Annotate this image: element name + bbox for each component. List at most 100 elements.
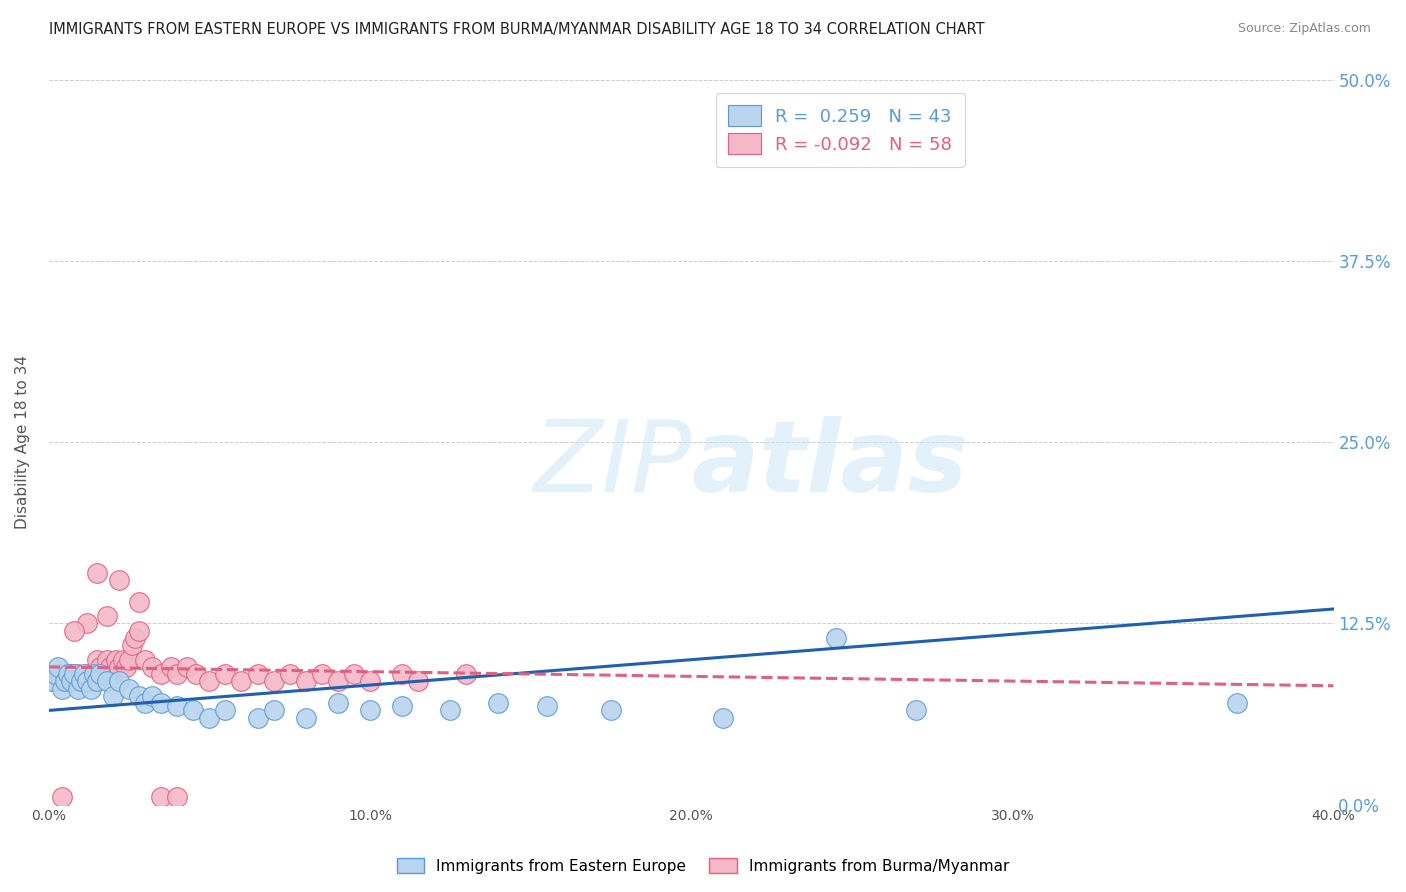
Point (114, 660, 136, 674)
Point (83, 667, 105, 681)
Point (73, 667, 96, 681)
Point (44, 667, 66, 681)
Point (824, 631, 846, 645)
Point (96, 609, 118, 624)
Point (456, 667, 478, 681)
Point (246, 711, 269, 725)
Point (128, 595, 150, 609)
Point (711, 711, 734, 725)
Point (53, 667, 76, 681)
Point (166, 667, 188, 681)
Point (150, 696, 173, 710)
Point (121, 638, 143, 652)
Text: IMMIGRANTS FROM EASTERN EUROPE VS IMMIGRANTS FROM BURMA/MYANMAR DISABILITY AGE 1: IMMIGRANTS FROM EASTERN EUROPE VS IMMIGR… (49, 22, 984, 37)
Point (311, 667, 333, 681)
Point (326, 674, 349, 689)
Point (60, 667, 83, 681)
Point (263, 703, 285, 717)
Point (111, 653, 134, 667)
Point (186, 667, 208, 681)
Point (128, 689, 150, 703)
Point (89, 660, 111, 674)
Point (166, 699, 188, 714)
Point (51, 674, 73, 689)
Point (89, 667, 111, 681)
Point (41, 674, 63, 689)
Point (214, 703, 236, 717)
Point (181, 703, 204, 717)
Point (66, 667, 89, 681)
Point (294, 674, 316, 689)
Point (406, 674, 429, 689)
Point (56, 667, 79, 681)
Point (246, 667, 269, 681)
Point (343, 667, 366, 681)
Point (118, 681, 141, 696)
Y-axis label: Disability Age 18 to 34: Disability Age 18 to 34 (15, 355, 30, 529)
Point (176, 660, 198, 674)
Point (86, 674, 108, 689)
Point (66, 681, 89, 696)
Point (326, 696, 349, 710)
Point (141, 660, 163, 674)
Point (108, 573, 131, 587)
Text: ZIP: ZIP (533, 416, 692, 513)
Point (96, 653, 118, 667)
Point (294, 711, 316, 725)
Point (41, 674, 63, 689)
Point (108, 660, 131, 674)
Point (79, 681, 101, 696)
Point (124, 631, 146, 645)
Legend: Immigrants from Eastern Europe, Immigrants from Burma/Myanmar: Immigrants from Eastern Europe, Immigran… (391, 852, 1015, 880)
Point (60, 674, 83, 689)
Point (278, 667, 301, 681)
Point (150, 667, 173, 681)
Point (904, 703, 927, 717)
Point (214, 667, 236, 681)
Legend: R =  0.259   N = 43, R = -0.092   N = 58: R = 0.259 N = 43, R = -0.092 N = 58 (716, 93, 965, 167)
Point (150, 790, 173, 805)
Point (439, 703, 461, 717)
Point (263, 674, 285, 689)
Point (198, 711, 221, 725)
Point (73, 674, 96, 689)
Text: atlas: atlas (692, 416, 967, 513)
Point (51, 681, 73, 696)
Point (48, 667, 70, 681)
Point (599, 703, 621, 717)
Point (134, 653, 156, 667)
Point (101, 667, 124, 681)
Point (359, 703, 381, 717)
Point (128, 624, 150, 638)
Point (70, 674, 93, 689)
Point (486, 696, 509, 710)
Point (76, 674, 98, 689)
Point (231, 674, 253, 689)
Point (166, 790, 188, 805)
Point (44, 674, 66, 689)
Point (53, 674, 76, 689)
Point (48, 660, 70, 674)
Point (63, 624, 86, 638)
Point (536, 699, 558, 714)
Point (1226, 696, 1249, 710)
Point (93, 667, 115, 681)
Point (79, 674, 101, 689)
Point (134, 696, 156, 710)
Point (86, 566, 108, 580)
Point (101, 689, 124, 703)
Point (105, 653, 128, 667)
Point (76, 616, 98, 631)
Point (63, 674, 86, 689)
Point (159, 660, 181, 674)
Point (70, 670, 93, 684)
Point (141, 689, 163, 703)
Point (83, 667, 105, 681)
Point (108, 674, 131, 689)
Point (198, 674, 221, 689)
Point (391, 699, 413, 714)
Point (63, 667, 86, 681)
Point (98, 660, 121, 674)
Point (391, 667, 413, 681)
Point (96, 674, 118, 689)
